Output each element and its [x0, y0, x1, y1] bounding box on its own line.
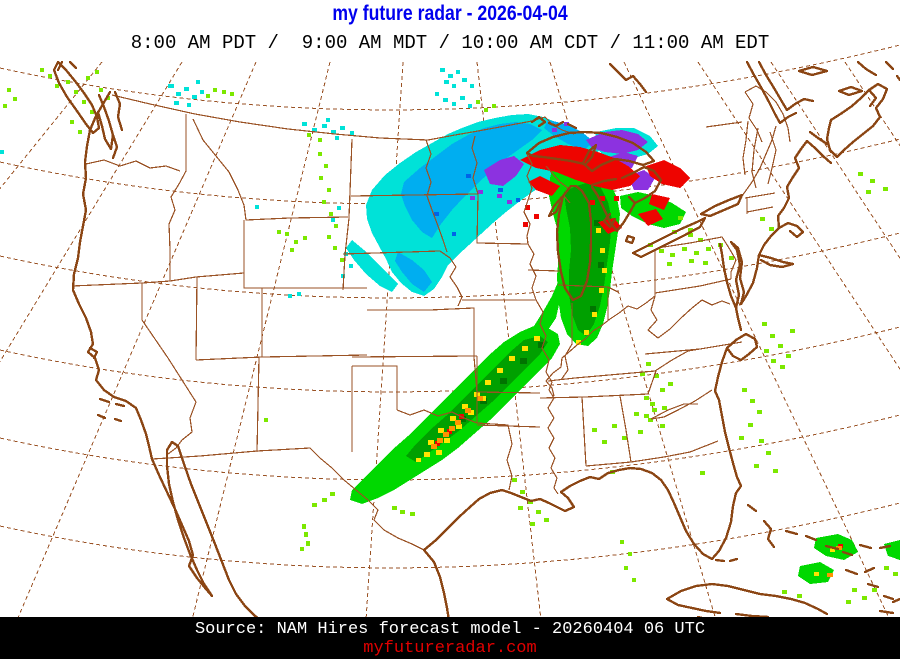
source-attribution: Source: NAM Hires forecast model - 20260… — [194, 620, 706, 639]
state-borders — [71, 85, 791, 551]
squall-line — [350, 326, 900, 584]
coastlines — [52, 60, 900, 622]
graticule-grid — [0, 44, 900, 621]
precipitation-layer — [0, 68, 900, 604]
heavy-rain-orange — [431, 396, 842, 577]
snow-deep-region — [395, 120, 594, 292]
page-title: my future radar - 2026-04-04 — [332, 2, 568, 25]
valid-time-subtitle: 8:00 AM PDT / 9:00 AM MDT / 10:00 AM CDT… — [130, 32, 770, 54]
ice-region — [435, 145, 843, 548]
website-url: myfutureradar.com — [363, 639, 537, 658]
snow-dark-specks — [434, 174, 520, 236]
footer-bar: Source: NAM Hires forecast model - 20260… — [0, 617, 900, 659]
